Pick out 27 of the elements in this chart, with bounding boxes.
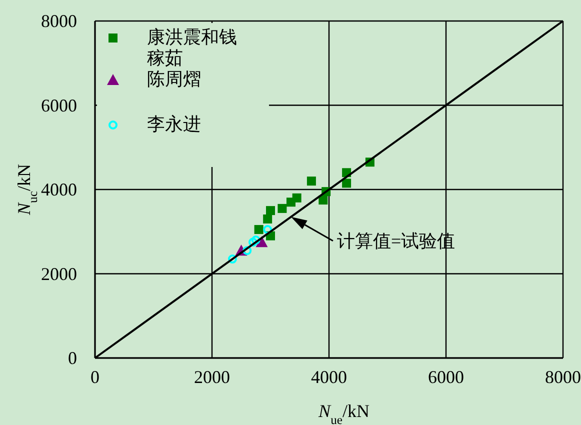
legend-label: 李永进 bbox=[147, 114, 201, 134]
x-tick-label: 0 bbox=[90, 367, 100, 387]
x-tick-label: 2000 bbox=[194, 367, 230, 387]
x-tick-label: 4000 bbox=[311, 367, 347, 387]
point bbox=[228, 254, 237, 264]
y-tick-label: 4000 bbox=[41, 180, 77, 200]
y-tick-label: 8000 bbox=[41, 11, 77, 31]
x-axis-title: N$_{ue}$/kN bbox=[318, 401, 370, 425]
point bbox=[286, 198, 296, 207]
point bbox=[248, 238, 258, 247]
y-tick-label: 0 bbox=[68, 348, 77, 368]
point bbox=[318, 196, 328, 205]
point bbox=[263, 225, 272, 234]
point bbox=[263, 214, 272, 224]
y-tick-label: 6000 bbox=[41, 95, 77, 116]
legend-label: 陈周熠 bbox=[147, 69, 201, 89]
point bbox=[342, 178, 352, 188]
x-tick-label: 8000 bbox=[545, 367, 581, 387]
point bbox=[306, 176, 316, 186]
point bbox=[266, 206, 275, 216]
point bbox=[278, 204, 287, 213]
point bbox=[242, 246, 252, 256]
point bbox=[251, 236, 260, 245]
y-tick-label: 2000 bbox=[41, 264, 77, 284]
x-tick-label: 6000 bbox=[428, 367, 464, 387]
point bbox=[254, 225, 264, 234]
legend-label: 康洪震和钱稼茹 bbox=[147, 27, 237, 68]
